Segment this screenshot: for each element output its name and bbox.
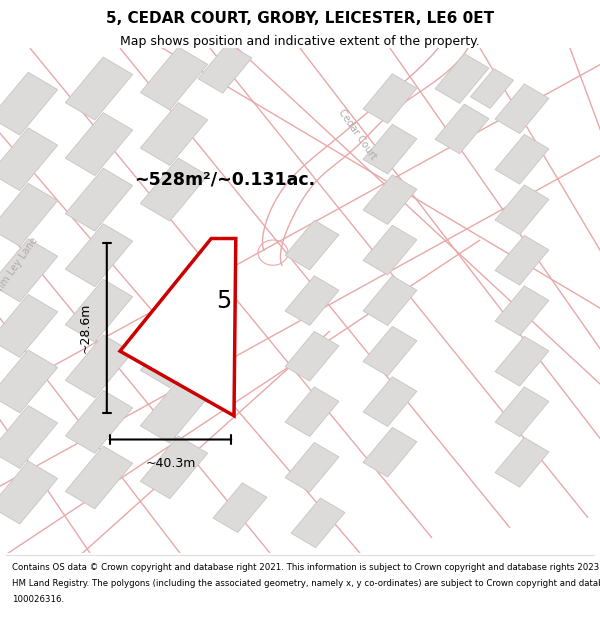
Polygon shape — [0, 294, 58, 358]
Polygon shape — [140, 102, 208, 166]
Polygon shape — [435, 104, 489, 154]
Text: Map shows position and indicative extent of the property.: Map shows position and indicative extent… — [120, 34, 480, 48]
Polygon shape — [363, 74, 417, 124]
Polygon shape — [198, 44, 252, 93]
Polygon shape — [495, 236, 549, 285]
Text: Pymm Ley Lane: Pymm Ley Lane — [0, 236, 40, 305]
Polygon shape — [0, 406, 58, 468]
Text: ~40.3m: ~40.3m — [145, 457, 196, 470]
Polygon shape — [363, 428, 417, 477]
Polygon shape — [140, 325, 208, 388]
Polygon shape — [363, 124, 417, 174]
Polygon shape — [495, 387, 549, 436]
Polygon shape — [470, 69, 514, 108]
Polygon shape — [285, 276, 339, 326]
Polygon shape — [285, 331, 339, 381]
Polygon shape — [363, 225, 417, 275]
Polygon shape — [65, 168, 133, 231]
Polygon shape — [0, 239, 58, 302]
Polygon shape — [0, 72, 58, 135]
Polygon shape — [285, 220, 339, 270]
Polygon shape — [0, 350, 58, 413]
Polygon shape — [140, 380, 208, 443]
Polygon shape — [0, 183, 58, 246]
Polygon shape — [140, 436, 208, 499]
Polygon shape — [65, 57, 133, 120]
Polygon shape — [120, 239, 236, 416]
Text: Cedar Court: Cedar Court — [336, 107, 378, 161]
Polygon shape — [495, 336, 549, 386]
Polygon shape — [140, 47, 208, 110]
Polygon shape — [65, 446, 133, 509]
Text: Contains OS data © Crown copyright and database right 2021. This information is : Contains OS data © Crown copyright and d… — [12, 563, 600, 572]
Polygon shape — [285, 387, 339, 436]
Polygon shape — [363, 276, 417, 326]
Polygon shape — [363, 377, 417, 426]
Text: HM Land Registry. The polygons (including the associated geometry, namely x, y c: HM Land Registry. The polygons (includin… — [12, 579, 600, 588]
Polygon shape — [435, 54, 489, 103]
Polygon shape — [213, 483, 267, 532]
Polygon shape — [495, 438, 549, 487]
Polygon shape — [495, 286, 549, 336]
Polygon shape — [65, 279, 133, 342]
Polygon shape — [363, 326, 417, 376]
Text: 5, CEDAR COURT, GROBY, LEICESTER, LE6 0ET: 5, CEDAR COURT, GROBY, LEICESTER, LE6 0E… — [106, 11, 494, 26]
Polygon shape — [65, 391, 133, 453]
Text: ~28.6m: ~28.6m — [79, 302, 92, 353]
Polygon shape — [65, 335, 133, 398]
Polygon shape — [495, 134, 549, 184]
Polygon shape — [495, 185, 549, 234]
Polygon shape — [291, 498, 345, 548]
Polygon shape — [0, 461, 58, 524]
Text: 100026316.: 100026316. — [12, 595, 64, 604]
Polygon shape — [65, 224, 133, 287]
Polygon shape — [0, 127, 58, 191]
Polygon shape — [495, 84, 549, 134]
Text: 5: 5 — [217, 289, 232, 313]
Text: ~528m²/~0.131ac.: ~528m²/~0.131ac. — [134, 171, 316, 188]
Polygon shape — [140, 158, 208, 221]
Polygon shape — [65, 112, 133, 176]
Polygon shape — [285, 442, 339, 492]
Polygon shape — [363, 175, 417, 224]
